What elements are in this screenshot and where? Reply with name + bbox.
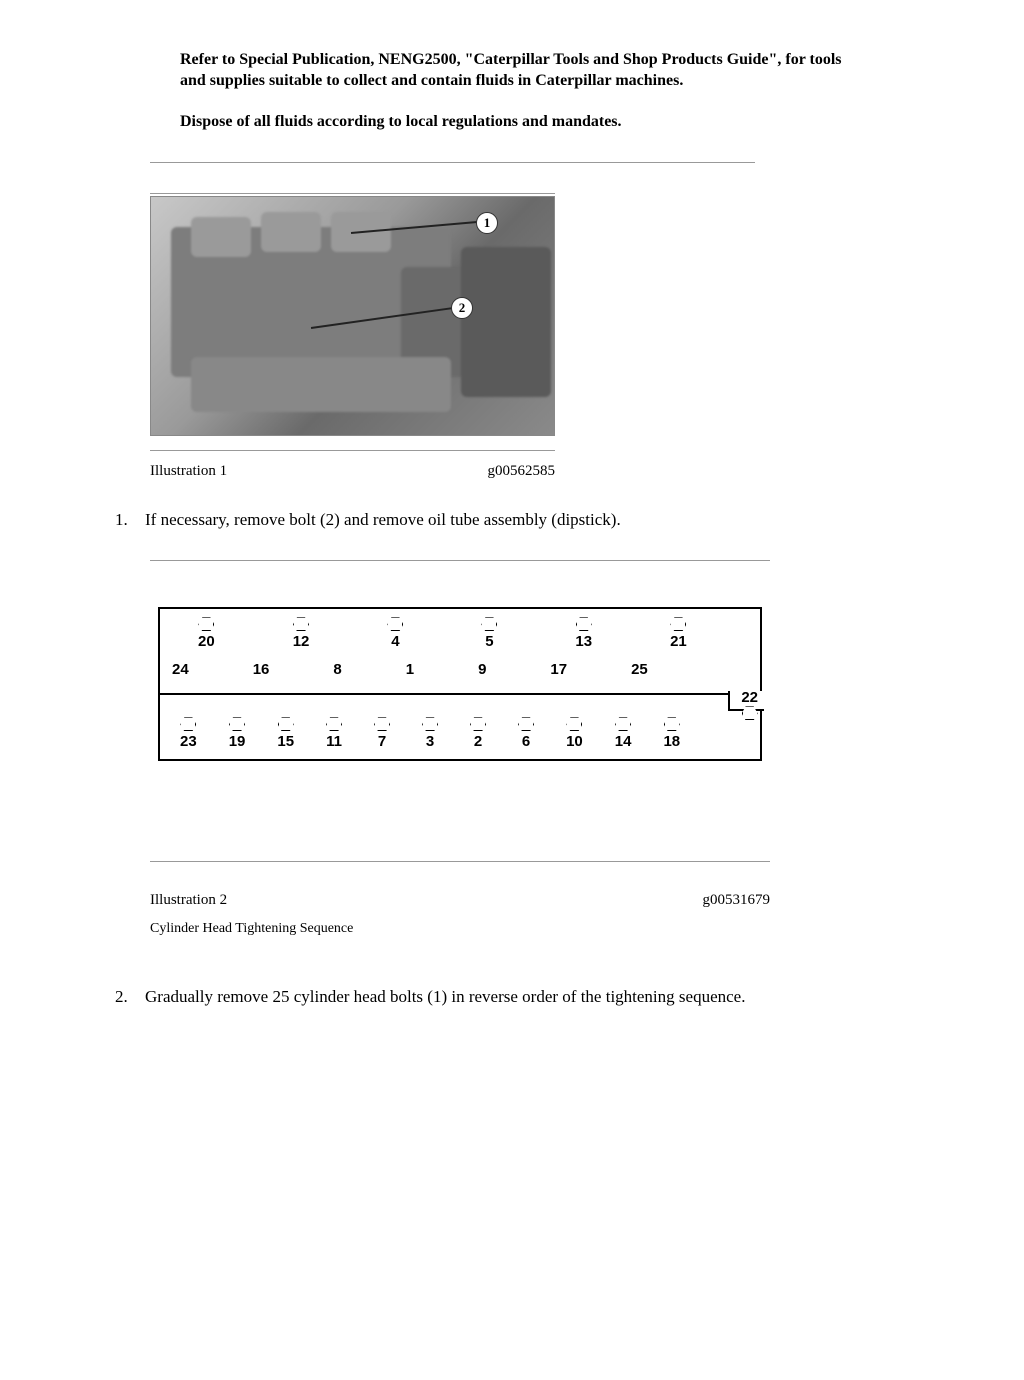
step-2-text: Gradually remove 25 cylinder head bolts … bbox=[145, 987, 745, 1007]
bolt-hex-icon bbox=[422, 717, 438, 731]
bolt-col: 3 bbox=[422, 717, 438, 750]
bolt-col: 5 bbox=[481, 617, 497, 650]
bolt-label: 12 bbox=[293, 633, 310, 650]
step-1-number: 1. bbox=[115, 510, 145, 530]
bolt-label: 5 bbox=[485, 633, 493, 650]
bolt-col: 18 bbox=[663, 717, 680, 750]
bolt-mid-label: 1 bbox=[406, 659, 414, 678]
bolt-hex-icon bbox=[470, 717, 486, 731]
bolt-col: 11 bbox=[326, 717, 342, 750]
bolt-col: 12 bbox=[293, 617, 310, 650]
step-2: 2. Gradually remove 25 cylinder head bol… bbox=[115, 987, 934, 1007]
divider bbox=[150, 193, 555, 194]
bolt-col: 13 bbox=[575, 617, 592, 650]
illustration-1-figure: 1 2 Illustration 1 g00562585 bbox=[150, 193, 934, 480]
bolt-col: 19 bbox=[229, 717, 246, 750]
bolt-hex-icon bbox=[518, 717, 534, 731]
bolt-label: 11 bbox=[326, 733, 342, 750]
callout-1-bubble: 1 bbox=[476, 212, 498, 234]
illustration-1-caption: Illustration 1 g00562585 bbox=[150, 463, 555, 480]
bolt-label: 7 bbox=[378, 733, 386, 750]
illustration-2-caption: Illustration 2 g00531679 bbox=[150, 892, 770, 909]
bolt-label: 2 bbox=[474, 733, 482, 750]
bolt-col: 10 bbox=[566, 717, 583, 750]
bolt-label: 20 bbox=[198, 633, 215, 650]
callout-1-label: 1 bbox=[484, 215, 491, 231]
bolt-hex-icon bbox=[278, 717, 294, 731]
step-1: 1. If necessary, remove bolt (2) and rem… bbox=[115, 510, 934, 530]
bolt-col: 15 bbox=[277, 717, 294, 750]
divider bbox=[150, 162, 755, 163]
illustration-1-label: Illustration 1 bbox=[150, 463, 227, 480]
bolt-label: 18 bbox=[663, 733, 680, 750]
bolt-col: 4 bbox=[387, 617, 403, 650]
bolt-hex-icon bbox=[481, 617, 497, 631]
bolt-label: 3 bbox=[426, 733, 434, 750]
bolt-mid-label: 24 bbox=[172, 659, 189, 678]
bolt-label: 19 bbox=[229, 733, 246, 750]
bolt-hex-icon bbox=[576, 617, 592, 631]
bolt-label: 6 bbox=[522, 733, 530, 750]
bolt-hex-icon bbox=[198, 617, 214, 631]
illustration-2-code: g00531679 bbox=[703, 892, 771, 909]
bolt-col: 6 bbox=[518, 717, 534, 750]
bolt-label: 16 bbox=[253, 661, 270, 678]
step-1-text: If necessary, remove bolt (2) and remove… bbox=[145, 510, 621, 530]
bolt-label-22: 22 bbox=[741, 689, 758, 706]
bolt-label: 9 bbox=[478, 661, 486, 678]
bolt-label: 24 bbox=[172, 661, 189, 678]
bolt-hex-icon bbox=[742, 706, 758, 720]
bolt-label: 21 bbox=[670, 633, 687, 650]
bolt-hex-icon bbox=[293, 617, 309, 631]
bolt-mid-label: 17 bbox=[550, 659, 567, 678]
illustration-2-label: Illustration 2 bbox=[150, 892, 227, 909]
bolt-label: 4 bbox=[391, 633, 399, 650]
tightening-sequence-diagram: 2012451321 24168191725 22 23191511732610… bbox=[150, 591, 770, 831]
intro-paragraph-1: Refer to Special Publication, NENG2500, … bbox=[90, 50, 934, 92]
illustration-2-subcaption: Cylinder Head Tightening Sequence bbox=[150, 921, 934, 937]
bolt-col: 14 bbox=[615, 717, 632, 750]
bolt-col: 20 bbox=[198, 617, 215, 650]
bolt-hex-icon bbox=[615, 717, 631, 731]
bolt-mid-label: 9 bbox=[478, 659, 486, 678]
bolt-col: 21 bbox=[670, 617, 687, 650]
bolt-hex-icon bbox=[229, 717, 245, 731]
bolt-col: 2 bbox=[470, 717, 486, 750]
bolt-label: 14 bbox=[615, 733, 632, 750]
step-2-number: 2. bbox=[115, 987, 145, 1007]
bolt-label: 8 bbox=[333, 661, 341, 678]
bolt-hex-icon bbox=[670, 617, 686, 631]
bolt-label: 10 bbox=[566, 733, 583, 750]
intro-paragraph-2: Dispose of all fluids according to local… bbox=[90, 112, 934, 133]
bolt-hex-icon bbox=[387, 617, 403, 631]
engine-photo: 1 2 bbox=[150, 196, 555, 436]
bolt-label: 15 bbox=[277, 733, 294, 750]
bolt-label: 17 bbox=[550, 661, 567, 678]
bolt-hex-icon bbox=[374, 717, 390, 731]
bolt-label: 13 bbox=[575, 633, 592, 650]
bolt-mid-label: 16 bbox=[253, 659, 270, 678]
divider bbox=[150, 560, 770, 561]
bolt-hex-icon bbox=[180, 717, 196, 731]
illustration-1-code: g00562585 bbox=[488, 463, 556, 480]
bolt-col: 23 bbox=[180, 717, 197, 750]
bolt-mid-label: 8 bbox=[333, 659, 341, 678]
divider bbox=[150, 450, 555, 451]
bolt-hex-icon bbox=[664, 717, 680, 731]
bolt-hex-icon bbox=[566, 717, 582, 731]
bolt-mid-label: 25 bbox=[631, 659, 648, 678]
divider bbox=[150, 861, 770, 862]
bolt-label: 23 bbox=[180, 733, 197, 750]
bolt-label: 1 bbox=[406, 661, 414, 678]
bolt-col: 7 bbox=[374, 717, 390, 750]
bolt-label: 25 bbox=[631, 661, 648, 678]
callout-2-label: 2 bbox=[459, 300, 466, 316]
bolt-hex-icon bbox=[326, 717, 342, 731]
